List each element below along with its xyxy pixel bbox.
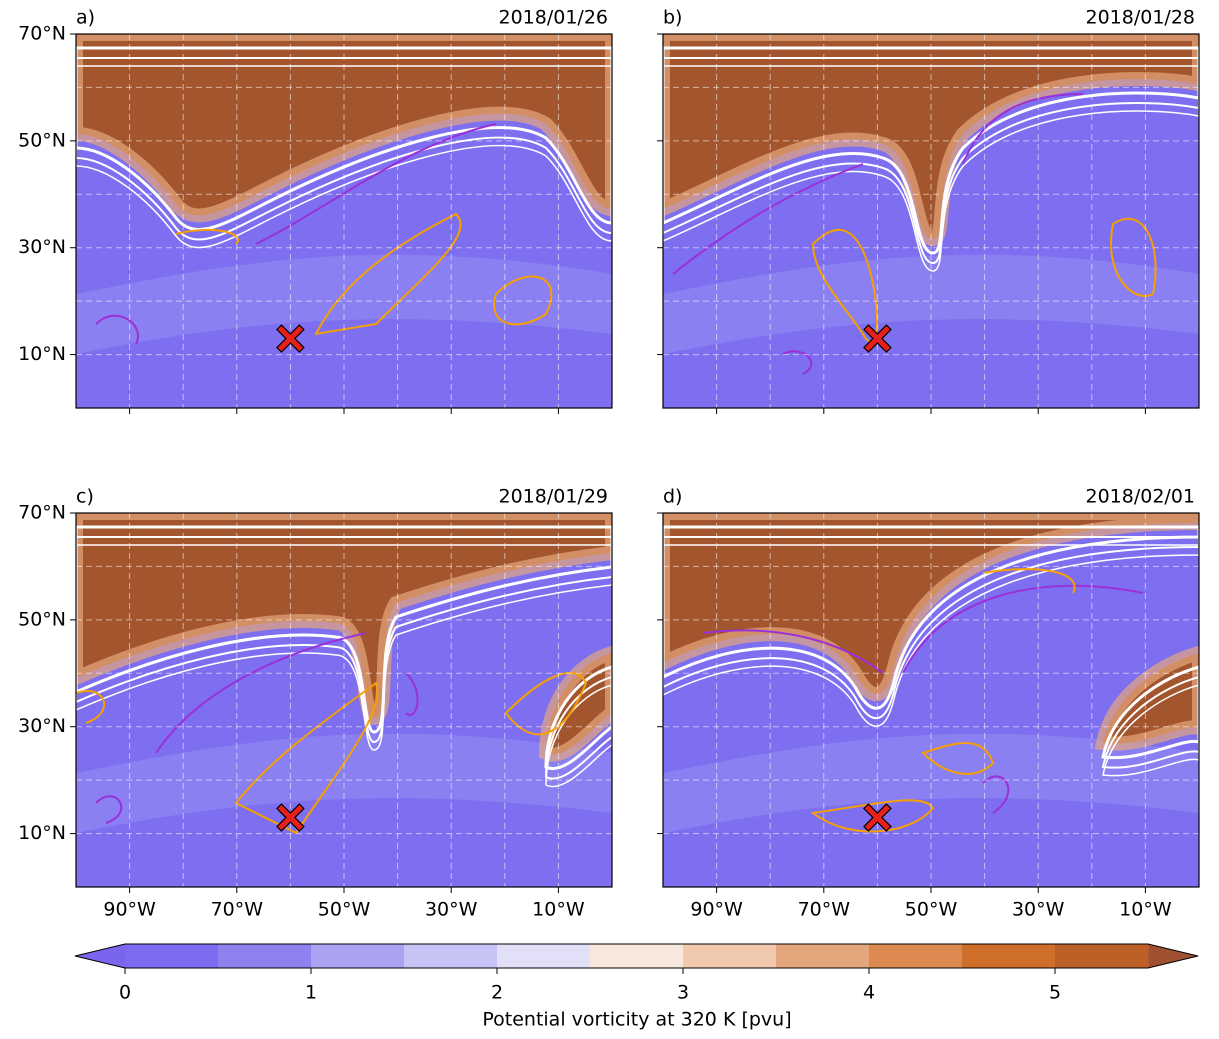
colorbar-segment: [590, 944, 684, 968]
x-tick-label: 70°W: [798, 899, 851, 921]
y-tick-label: 30°N: [18, 236, 66, 258]
jet-contour: [663, 525, 1199, 760]
orange-contour: [493, 275, 553, 326]
x-tick-label: 90°W: [103, 899, 156, 921]
colorbar-tick-label: 5: [1049, 982, 1061, 1004]
purple-contour: [962, 93, 1084, 165]
pv-gradient: [76, 34, 612, 223]
purple-contour: [902, 584, 1144, 674]
map-panel: a) 2018/01/26 10°N 30°N 50°N 70°N: [18, 7, 613, 414]
purple-contour: [95, 795, 123, 824]
jet-contour: [663, 46, 1199, 255]
y-tick-label: 10°N: [18, 343, 66, 365]
pv-gradient: [663, 513, 1199, 751]
colorbar-tick-label: 4: [863, 982, 875, 1004]
panel-label: a): [76, 7, 95, 29]
orange-contour: [504, 672, 588, 736]
y-tick-label: 70°N: [18, 502, 66, 524]
colorbar-segment: [404, 944, 498, 968]
jet-contour: [76, 65, 612, 249]
orange-contour: [982, 568, 1076, 594]
site-marker: [863, 803, 892, 832]
x-tick-label: 30°W: [1012, 899, 1065, 921]
high-pv-region: [663, 513, 1199, 744]
orange-contour: [314, 212, 462, 336]
pv-gradient: [663, 34, 1199, 247]
x-tick-label: 50°W: [905, 899, 958, 921]
map-panel: c) 2018/01/29 10°N 30°N 50°N 70°N 90°W 70°W 50°W…: [18, 486, 613, 921]
purple-contour: [95, 314, 139, 345]
colorbar-tick-label: 2: [491, 982, 503, 1004]
y-tick-label: 70°N: [18, 23, 66, 45]
purple-contour: [702, 629, 884, 674]
panel-date: 2018/01/26: [498, 7, 608, 29]
colorbar-segment: [683, 944, 777, 968]
map-content: [76, 34, 612, 408]
purple-contour: [255, 123, 497, 245]
y-tick-label: 10°N: [18, 822, 66, 844]
colorbar-tick-label: 1: [305, 982, 317, 1004]
jet-contour: [663, 57, 1199, 265]
colorbar-segment: [311, 944, 405, 968]
x-tick-label: 70°W: [211, 899, 264, 921]
orange-contour: [1110, 217, 1157, 297]
y-tick-label: 50°N: [18, 129, 66, 151]
colorbar-segment: [218, 944, 312, 968]
orange-contour: [234, 681, 379, 835]
colorbar-under: [75, 944, 125, 968]
colorbar-outline: [74, 943, 1199, 969]
panel-date: 2018/01/28: [1085, 7, 1195, 29]
colorbar-segment: [125, 944, 219, 968]
purple-contour: [782, 350, 813, 375]
jet-contour: [663, 544, 1199, 777]
panel-date: 2018/01/29: [498, 486, 608, 508]
orange-contour: [76, 690, 106, 724]
colorbar-segment: [776, 944, 870, 968]
jet-contour: [76, 46, 612, 231]
panel-label: d): [663, 486, 682, 508]
colorbar-segment: [497, 944, 591, 968]
purple-contour: [405, 672, 419, 716]
map-content: [663, 513, 1199, 887]
panel-label: b): [663, 7, 682, 29]
x-tick-label: 10°W: [532, 899, 585, 921]
purple-contour: [982, 775, 1010, 814]
y-tick-label: 50°N: [18, 608, 66, 630]
colorbar-segment: [1055, 944, 1149, 968]
orange-contour: [175, 228, 239, 245]
jet-contour: [76, 57, 612, 241]
map-panel: d) 2018/02/01 90°W 70°W 50°W 30°W 10°W: [657, 486, 1200, 921]
colorbar: 0 1 2 3 4 5 Potential vorticity at 320 K [pvu]: [74, 943, 1199, 1031]
map-content: [663, 34, 1199, 408]
x-tick-label: 30°W: [425, 899, 478, 921]
x-tick-label: 90°W: [690, 899, 743, 921]
map-content: [76, 513, 612, 887]
x-tick-label: 10°W: [1119, 899, 1172, 921]
colorbar-over: [1148, 944, 1198, 968]
jet-contour: [663, 65, 1199, 272]
orange-contour: [921, 742, 995, 775]
jet-contour: [76, 544, 612, 788]
purple-contour: [672, 163, 864, 275]
colorbar-tick-label: 0: [119, 982, 131, 1004]
y-tick-label: 30°N: [18, 715, 66, 737]
panel-label: c): [76, 486, 94, 508]
x-tick-label: 50°W: [318, 899, 371, 921]
colorbar-tick-label: 3: [677, 982, 689, 1004]
jet-contour: [663, 536, 1199, 769]
site-marker: [863, 324, 892, 353]
colorbar-label: Potential vorticity at 320 K [pvu]: [482, 1009, 791, 1031]
purple-contour: [155, 632, 367, 754]
colorbar-segment: [869, 944, 963, 968]
site-marker: [276, 324, 305, 353]
panel-date: 2018/02/01: [1085, 486, 1195, 508]
colorbar-segment: [962, 944, 1056, 968]
site-marker: [276, 803, 305, 832]
map-panel: b) 2018/01/28: [657, 7, 1200, 414]
